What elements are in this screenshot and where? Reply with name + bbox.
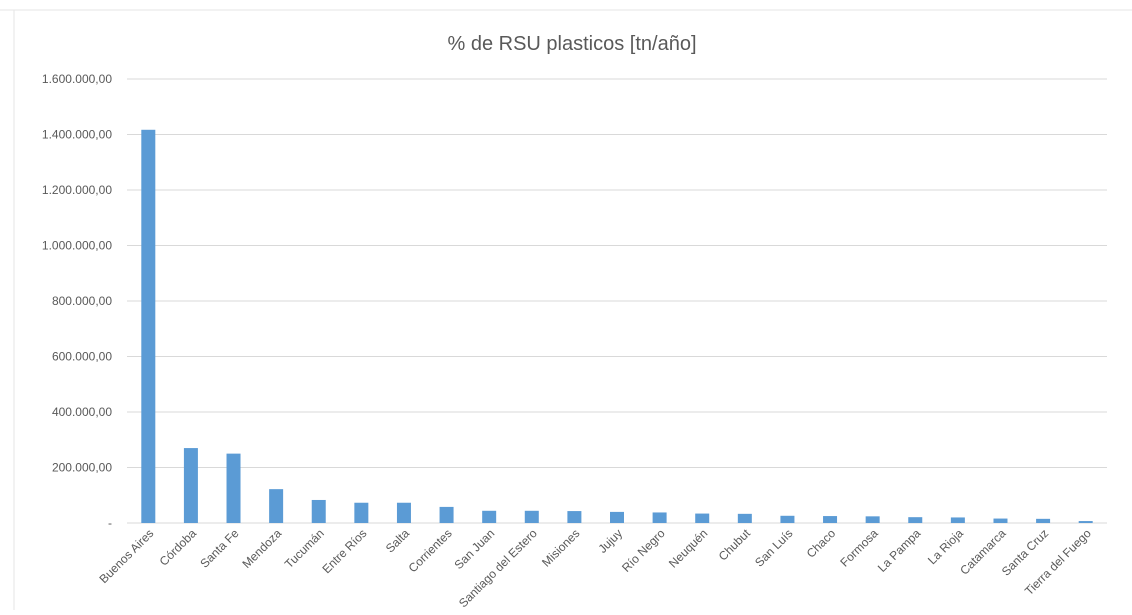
bar (269, 489, 284, 523)
bar (354, 502, 369, 523)
x-tick-label: Mendoza (239, 526, 284, 571)
x-tick-label: Santiago del Estero (456, 526, 540, 610)
bar (482, 510, 497, 523)
bar (1078, 521, 1093, 523)
x-tick-label: Salta (383, 526, 412, 555)
x-tick-label: Misiones (539, 526, 582, 569)
bar (524, 510, 539, 523)
y-tick-label: 1.200.000,00 (42, 183, 112, 197)
x-tick-label: Chaco (804, 526, 839, 561)
y-tick-label: 1.600.000,00 (42, 72, 112, 86)
y-tick-label: 200.000,00 (52, 461, 112, 475)
x-tick-label: Buenos Aires (97, 526, 157, 586)
x-tick-label: La Rioja (925, 526, 966, 567)
bar (439, 506, 454, 523)
bar (183, 448, 198, 523)
bar (695, 513, 710, 523)
chart-title: % de RSU plasticos [tn/año] (447, 33, 696, 55)
bar (865, 516, 880, 523)
y-axis: - 200.000,00 400.000,00 600.000,00 800.000,0… (42, 72, 112, 530)
bar (311, 499, 326, 523)
bar (226, 453, 241, 523)
y-tick-label: 1.400.000,00 (42, 128, 112, 142)
bar (737, 513, 752, 523)
x-tick-label: Jujuy (595, 526, 625, 556)
gridlines (127, 78, 1107, 524)
y-tick-label: 1.000.000,00 (42, 239, 112, 253)
ruler-decorations (0, 9, 1132, 610)
bar (780, 515, 795, 523)
x-tick-label: Chubut (716, 526, 754, 564)
x-tick-label: Neuquén (666, 526, 710, 570)
bar (652, 512, 667, 523)
y-tick-label: 400.000,00 (52, 405, 112, 419)
x-tick-label: San Luís (752, 526, 795, 569)
x-tick-label: Entre Ríos (319, 526, 369, 576)
y-tick-label: 600.000,00 (52, 350, 112, 364)
bar (567, 511, 582, 523)
bar (950, 517, 965, 523)
x-tick-label: La Pampa (875, 526, 924, 575)
bar (993, 518, 1008, 523)
x-tick-label: Corrientes (406, 526, 455, 575)
x-tick-label: Río Negro (619, 526, 668, 575)
x-tick-label: Formosa (837, 526, 881, 570)
x-tick-label: Santa Fe (197, 526, 242, 571)
bar (823, 516, 838, 523)
bar (1036, 518, 1051, 523)
x-tick-label: Córdoba (157, 526, 200, 569)
bar (141, 129, 156, 523)
y-tick-label: 800.000,00 (52, 294, 112, 308)
bar (396, 502, 411, 523)
bar (610, 511, 624, 523)
y-tick-label: - (108, 516, 112, 530)
bars (141, 129, 1093, 523)
bar (908, 517, 923, 523)
